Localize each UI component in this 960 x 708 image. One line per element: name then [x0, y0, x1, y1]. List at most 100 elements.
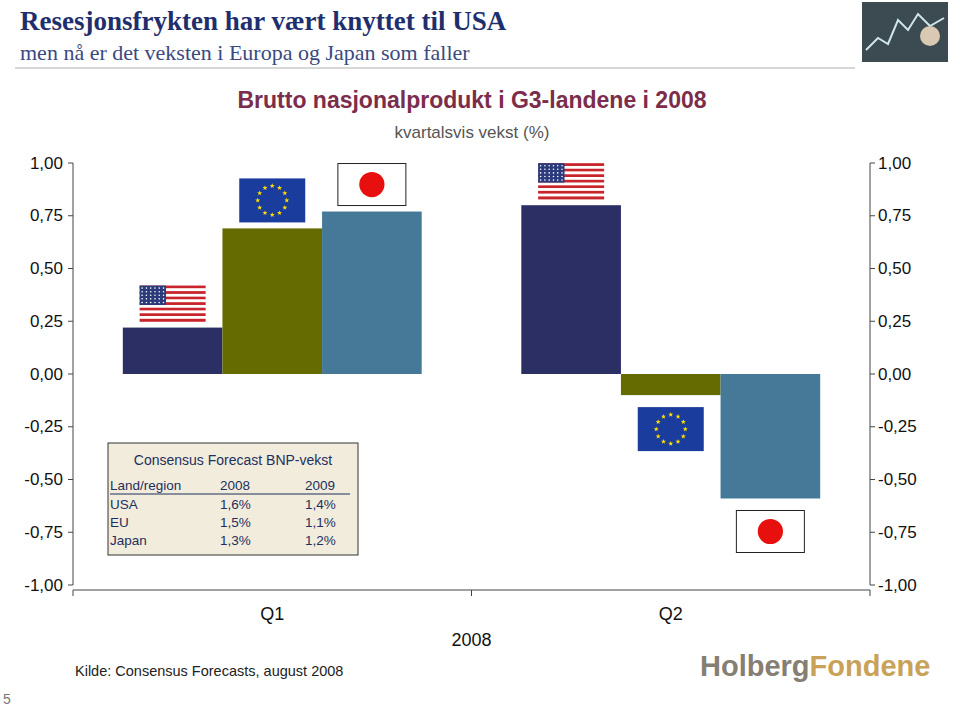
slide-subtitle: men nå er det veksten i Europa og Japan …	[20, 40, 470, 65]
flag-star	[656, 419, 661, 424]
flag-star	[154, 302, 156, 304]
flag-star	[681, 419, 686, 424]
flag-star	[548, 168, 550, 170]
flag-star	[561, 165, 563, 167]
flag-star	[540, 168, 542, 170]
y-tick	[870, 585, 875, 586]
flag-stripe	[140, 308, 206, 311]
y-tick-label: 0,25	[878, 312, 911, 331]
flag-canton	[538, 163, 564, 182]
flag-star	[146, 294, 148, 296]
flag-star	[263, 210, 268, 215]
flag-star	[553, 172, 555, 174]
bar	[621, 374, 721, 395]
flag-stripe	[140, 313, 206, 316]
flag-stripe	[140, 311, 206, 314]
flag-star	[146, 302, 148, 304]
flag-star	[150, 298, 152, 300]
y-tick	[68, 479, 73, 480]
flag-star	[557, 165, 559, 167]
table-cell: 1,5%	[220, 515, 251, 530]
flag-star	[676, 439, 681, 444]
y-tick	[870, 426, 875, 427]
flag-star	[544, 165, 546, 167]
x-tick-label: Q1	[260, 604, 284, 624]
thumbnail	[862, 2, 948, 62]
flag-star	[158, 294, 160, 296]
category-divider	[73, 590, 74, 596]
flag-star	[561, 176, 563, 178]
flag-star	[661, 439, 666, 444]
x-axis-label: 2008	[451, 630, 491, 650]
flag-star	[163, 302, 165, 304]
y-tick-label: 0,00	[30, 365, 63, 384]
flag-star	[141, 287, 143, 289]
flag-star	[277, 185, 282, 190]
header-rule	[15, 68, 855, 69]
flag-stripe	[140, 305, 206, 308]
y-tick	[870, 321, 875, 322]
page-number: 5	[3, 691, 11, 707]
flag-star	[553, 165, 555, 167]
y-tick-label: 0,75	[878, 206, 911, 225]
flag-star	[668, 441, 673, 446]
flag-star	[141, 298, 143, 300]
y-tick	[870, 268, 875, 269]
flag-star	[668, 412, 673, 417]
y-tick	[870, 479, 875, 480]
table-cell: EU	[110, 515, 129, 530]
flag-star	[270, 212, 275, 217]
flag-star	[548, 179, 550, 181]
flag-star	[553, 179, 555, 181]
flag-star	[277, 210, 282, 215]
flag-star	[154, 298, 156, 300]
x-tick-label: Q2	[659, 604, 683, 624]
flag-star	[540, 179, 542, 181]
flag-star	[282, 205, 287, 210]
y-tick	[870, 374, 875, 375]
flag-star	[163, 294, 165, 296]
y-tick	[870, 215, 875, 216]
flag-stripe	[140, 319, 206, 322]
flag-star	[540, 165, 542, 167]
flag-star	[158, 298, 160, 300]
flag-icon	[140, 286, 206, 322]
flag-star	[548, 172, 550, 174]
table-box	[108, 443, 358, 555]
bar	[322, 212, 422, 374]
bar	[123, 328, 223, 374]
flag-star	[150, 294, 152, 296]
flag-stripe	[538, 183, 604, 186]
category-divider	[471, 590, 472, 596]
table-header: 2009	[305, 478, 335, 493]
flag-star	[676, 414, 681, 419]
flag-icon	[638, 407, 704, 451]
logo-part: Holberg	[700, 650, 810, 682]
flag-star	[548, 176, 550, 178]
flag-star	[656, 434, 661, 439]
flag-star	[681, 434, 686, 439]
flag-star	[557, 179, 559, 181]
flag-star	[561, 168, 563, 170]
flag-stripe	[538, 194, 604, 197]
flag-star	[561, 179, 563, 181]
bar	[521, 205, 621, 374]
source-note: Kilde: Consensus Forecasts, august 2008	[75, 663, 343, 679]
flag-star	[284, 198, 289, 203]
y-tick-label: 0,50	[878, 259, 911, 278]
y-tick	[68, 532, 73, 533]
y-tick-label: 0,75	[30, 206, 63, 225]
y-tick-label: 0,00	[878, 365, 911, 384]
flag-star	[163, 287, 165, 289]
flag-icon	[239, 178, 305, 222]
table-cell: 1,6%	[220, 497, 251, 512]
table-cell: 1,4%	[305, 497, 336, 512]
y-tick-label: -0,25	[878, 417, 917, 436]
flag-star	[154, 294, 156, 296]
flag-icon	[538, 163, 604, 199]
y-tick-label: -1,00	[878, 576, 917, 595]
flag-star	[654, 427, 659, 432]
y-tick	[68, 215, 73, 216]
flag-star	[154, 291, 156, 293]
flag-star	[257, 191, 262, 196]
